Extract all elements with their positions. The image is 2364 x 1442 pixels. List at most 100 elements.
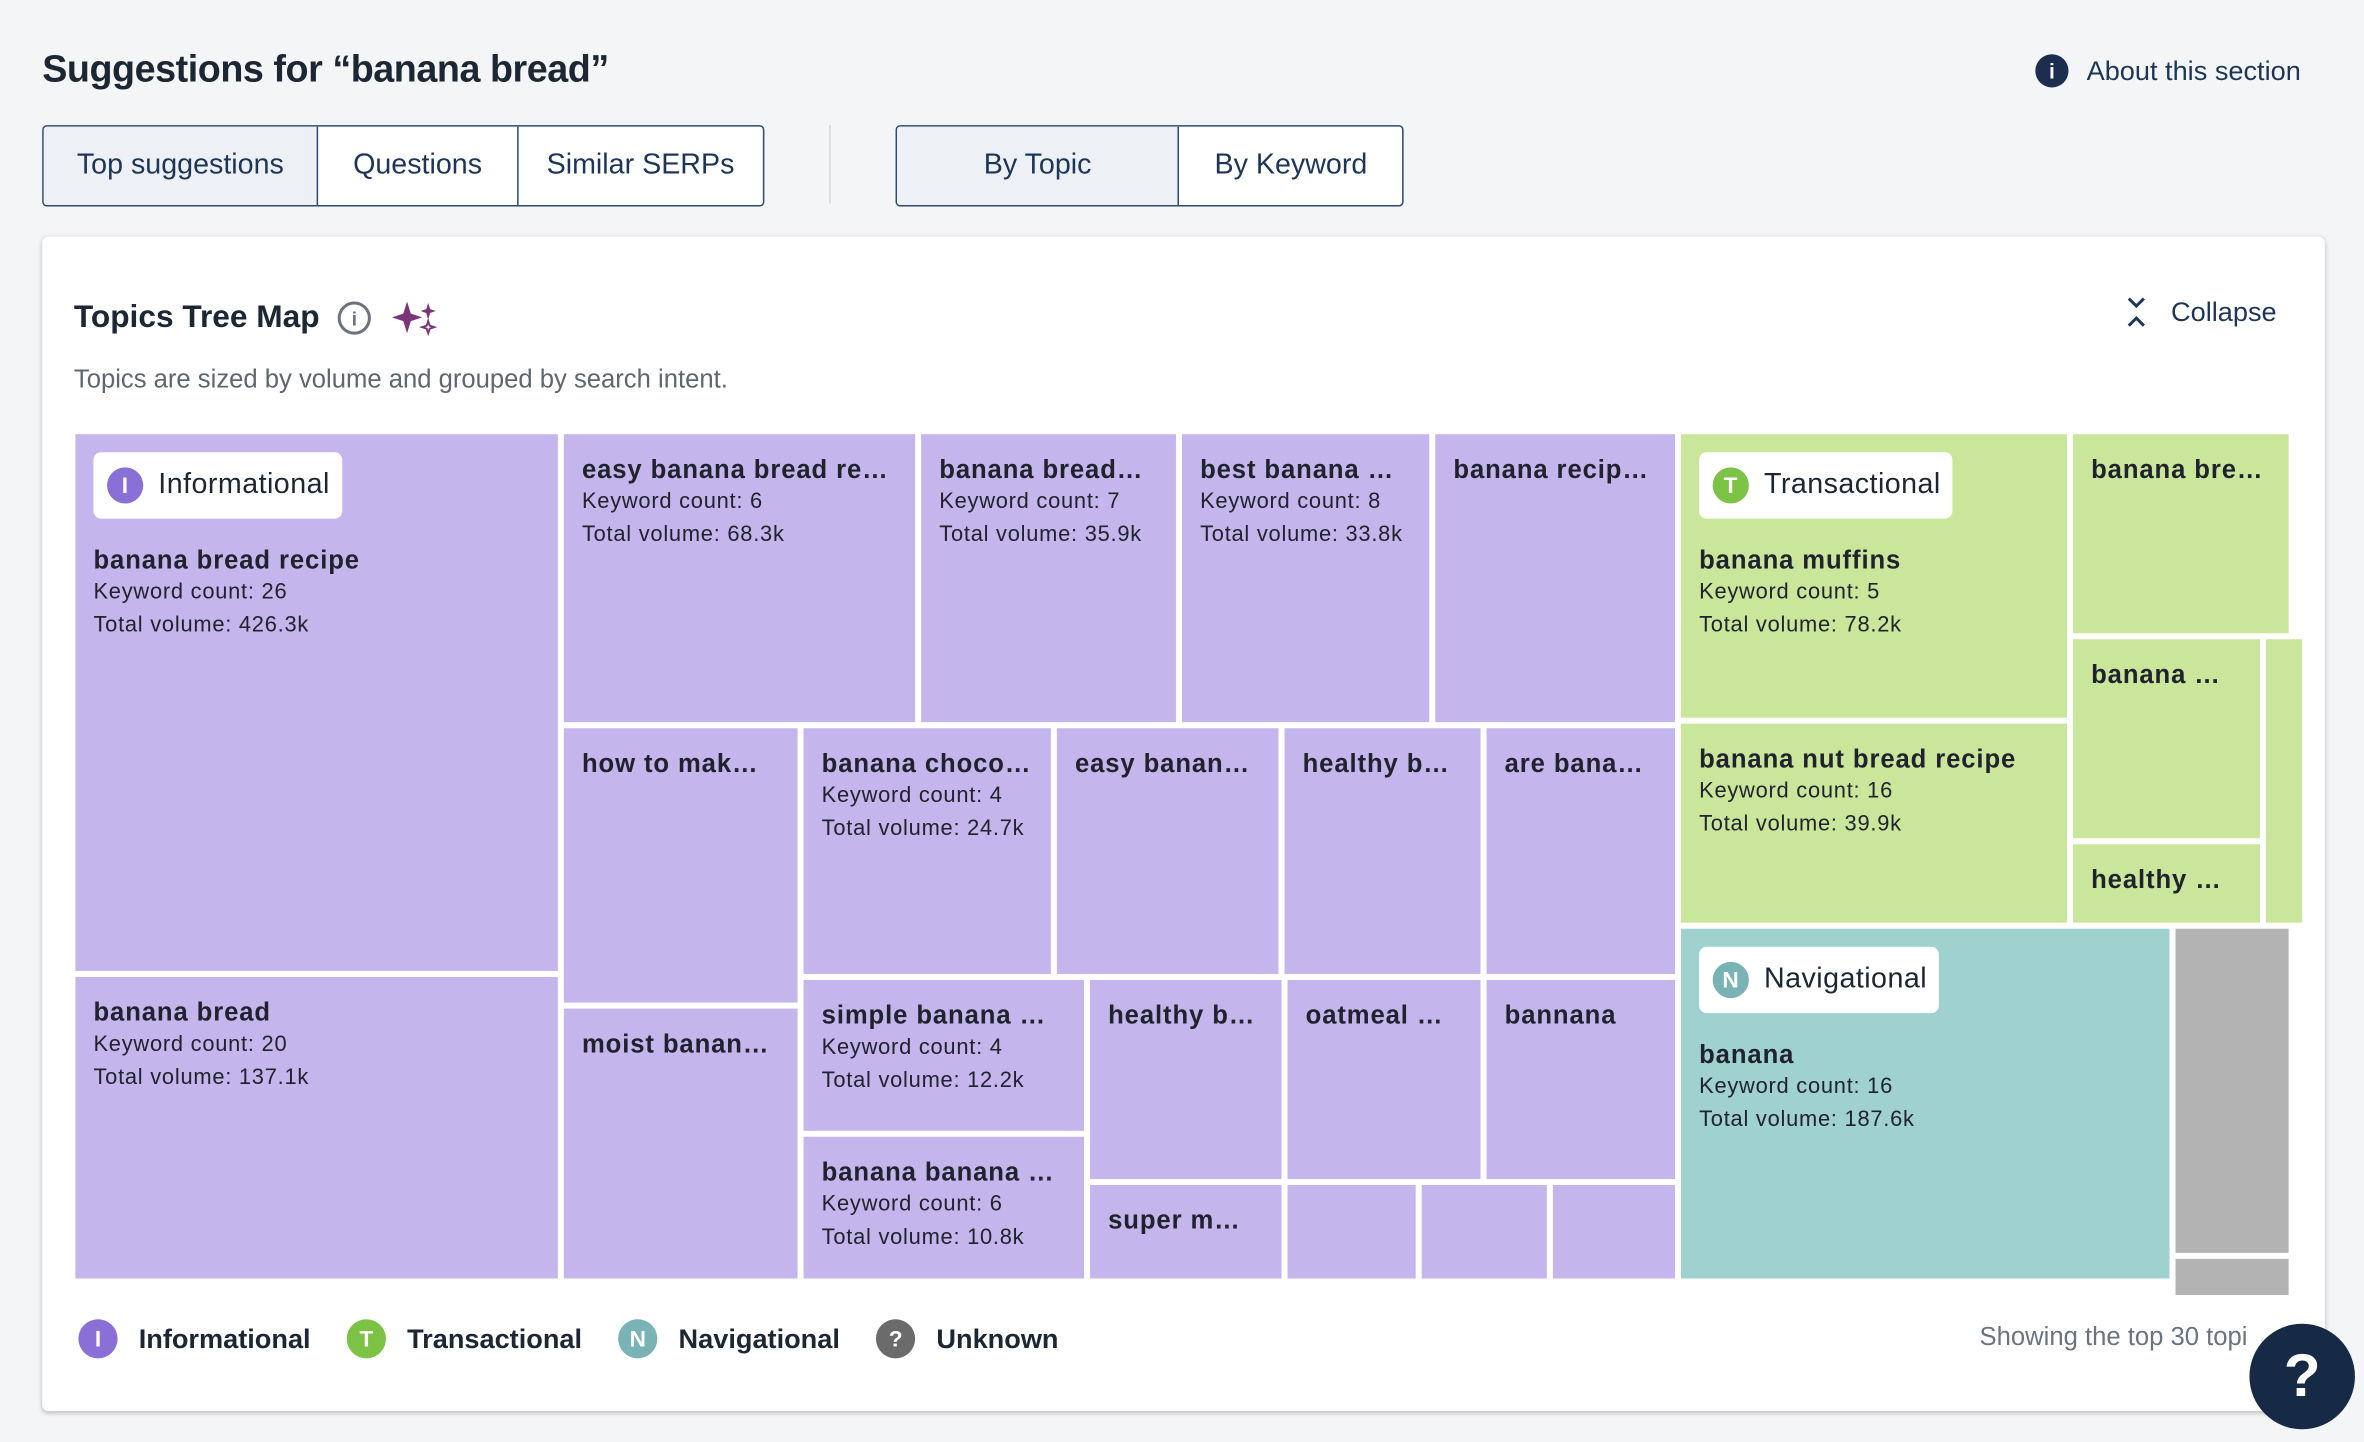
total-volume: Total volume: 78.2k [1699,613,1902,638]
divider [829,125,831,204]
topic-tile[interactable]: banana choco… Keyword count: 4 Total volum… [803,728,1051,974]
topic-label: are bana… [1504,749,1644,778]
topic-tile[interactable]: super m… [1090,1185,1282,1279]
topic-tile[interactable]: I Informational banana bread recipe Keyword… [75,434,558,971]
topic-label: best banana … [1200,455,1395,484]
topic-label: banana bre… [2091,455,2264,484]
keyword-count: Keyword count: 7 [939,489,1121,515]
total-volume: Total volume: 68.3k [581,523,785,548]
legend-icon: I [78,1319,118,1359]
total-volume: Total volume: 426.3k [93,613,310,638]
total-volume: Total volume: 24.7k [821,817,1025,842]
topic-tile[interactable]: oatmeal … [1287,979,1481,1179]
topic-tile[interactable] [1421,1185,1547,1279]
topic-tile[interactable] [1287,1185,1416,1279]
topic-label: banana muffins [1699,545,1902,575]
info-icon[interactable]: i [337,301,371,335]
topic-tile[interactable]: healthy b… [1284,728,1481,974]
topic-tile[interactable]: easy banana bread re… Keyword count: 6 Tot… [563,434,916,723]
tab[interactable]: By Topic [897,126,1180,206]
tab[interactable]: Questions [318,126,519,206]
topic-tile[interactable] [2266,639,2303,923]
topic-label: banana nut bread recipe [1699,744,2017,774]
topic-tile[interactable]: T Transactional banana muffins Keyword coun… [1681,434,2067,718]
intent-name: Informational [158,468,330,501]
collapse-button[interactable]: Collapse [2123,296,2277,329]
topic-label: banana choco… [821,749,1032,778]
legend-label: Transactional [407,1322,583,1354]
legend-icon: ? [876,1319,916,1359]
topic-tile[interactable] [2175,1258,2289,1296]
topic-tile[interactable]: how to mak… [563,728,798,1003]
intent-icon: T [1712,467,1749,504]
topic-tile[interactable]: moist banan… [563,1008,798,1279]
topic-tile[interactable]: banana banana … Keyword count: 6 Total vol… [803,1136,1085,1279]
intent-badge: T Transactional [1699,452,1953,519]
topic-tile[interactable]: healthy … [2073,844,2260,923]
topic-tile[interactable]: bannana [1486,979,1676,1179]
intent-name: Transactional [1763,468,1941,501]
total-volume: Total volume: 35.9k [939,523,1142,548]
topic-tile[interactable]: easy banan… [1056,728,1279,974]
intent-badge: I Informational [93,452,342,519]
topic-tile[interactable]: simple banana … Keyword count: 4 Total vol… [803,979,1085,1131]
topic-label: banana bread recipe [93,545,360,575]
topic-tile[interactable]: N Navigational banana Keyword count: 16 Tota… [1681,928,2170,1279]
intent-name: Navigational [1763,963,1928,996]
legend: I Informational T Transactional N Navigationa… [78,1319,1059,1359]
topic-tile[interactable]: banana bread Keyword count: 20 Total volum… [75,976,558,1279]
topic-label: banana bread… [939,455,1144,484]
keyword-count: Keyword count: 5 [1699,580,1881,605]
keyword-count: Keyword count: 16 [1699,779,1894,804]
topic-tile[interactable]: banana recip… [1435,434,1676,723]
keyword-count: Keyword count: 26 [93,580,288,605]
topic-label: banana … [2091,660,2221,689]
about-link[interactable]: i About this section [2035,54,2301,88]
topic-tile[interactable]: banana … [2073,639,2260,839]
legend-label: Unknown [936,1322,1059,1354]
collapse-text[interactable]: Collapse [2171,296,2277,327]
card-title: Topics Tree Map [73,300,320,335]
total-volume: Total volume: 10.8k [821,1225,1025,1250]
tab[interactable]: Similar SERPs [546,149,735,181]
total-volume: Total volume: 39.9k [1699,812,1902,837]
topic-tile[interactable]: best banana … Keyword count: 8 Total volum… [1182,434,1430,723]
topic-label: oatmeal … [1305,1001,1444,1030]
topic-label: banana banana … [821,1157,1055,1187]
topic-label: healthy b… [1108,1001,1256,1030]
keyword-count: Keyword count: 4 [821,783,1003,809]
topic-label: healthy b… [1302,749,1450,778]
keyword-count: Keyword count: 20 [93,1032,288,1057]
help-button[interactable]: ? [2249,1323,2355,1430]
topic-label: simple banana … [821,1001,1047,1030]
collapse-icon [2127,297,2145,327]
tab[interactable]: By Keyword [1214,149,1368,181]
keyword-count: Keyword count: 16 [1699,1074,1894,1100]
topic-tile[interactable] [2175,928,2289,1253]
topic-label: super m… [1108,1206,1241,1235]
sparkle-icon [391,301,438,337]
topic-tile[interactable]: healthy b… [1090,979,1282,1179]
keyword-count: Keyword count: 4 [821,1035,1003,1060]
legend-item: T Transactional [346,1319,583,1359]
topic-label: banana [1699,1040,1795,1069]
about-text[interactable]: About this section [2086,55,2301,86]
topic-tile[interactable] [1552,1185,1676,1279]
total-volume: Total volume: 12.2k [821,1068,1025,1094]
tab[interactable]: Top suggestions [43,126,319,206]
topic-tile[interactable]: are bana… [1486,728,1676,974]
topic-tile[interactable]: banana nut bread recipe Keyword count: 16… [1681,723,2067,923]
topic-label: easy banana bread re… [581,455,889,484]
page-title: Suggestions for “banana bread” [42,48,609,91]
legend-label: Informational [138,1322,311,1354]
total-volume: Total volume: 137.1k [93,1065,310,1091]
topic-label: healthy … [2091,865,2222,895]
topic-tile[interactable]: banana bread… Keyword count: 7 Total volum… [921,434,1176,723]
topic-label: bannana [1504,1001,1617,1030]
total-volume: Total volume: 187.6k [1699,1108,1915,1133]
topic-tile[interactable]: banana bre… [2073,434,2289,634]
topic-label: banana bread [93,998,271,1027]
topic-label: moist banan… [581,1029,770,1059]
